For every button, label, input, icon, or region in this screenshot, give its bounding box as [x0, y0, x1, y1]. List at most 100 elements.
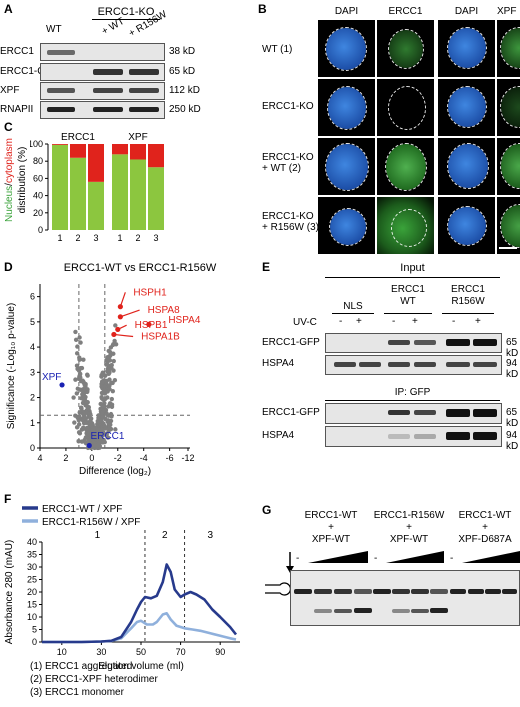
d-y-tick-label: 1: [30, 418, 35, 428]
c-y-tick-label: 40: [33, 191, 43, 201]
band: [473, 362, 497, 367]
d-point: [100, 410, 105, 415]
panel-b-row-wt: WT (1): [262, 44, 293, 55]
f-y-tick-label: 15: [27, 600, 37, 610]
d-point: [88, 420, 93, 425]
d-point: [74, 425, 80, 430]
f-ylabel: Absorbance 280 (mAU): [4, 540, 15, 645]
micrograph-dapi: [318, 20, 375, 77]
d-point: [103, 425, 108, 431]
d-y-tick-label: 4: [30, 342, 35, 352]
f-x-tick-label: 90: [215, 647, 225, 657]
band: [388, 362, 410, 367]
d-point: [86, 428, 91, 433]
titration-wedge: [462, 551, 520, 563]
d-point: [107, 358, 113, 363]
uvc-mark: +: [356, 316, 362, 327]
d-point: [109, 362, 114, 368]
panel-e-ip-size-94: 94 kD: [506, 430, 519, 452]
d-highlight-point: [146, 321, 152, 327]
d-y-tick-label: 0: [30, 443, 35, 453]
band: [359, 362, 381, 367]
d-point: [110, 380, 115, 386]
d-point: [73, 329, 78, 335]
d-point: [101, 378, 107, 383]
band: [430, 589, 448, 594]
d-leader-line: [120, 309, 140, 318]
panel-b-row-ko: ERCC1-KO: [262, 101, 314, 112]
band: [446, 362, 470, 367]
panel-b-label: B: [258, 2, 267, 16]
d-point: [113, 427, 118, 432]
panel-a-size-38: 38 kD: [169, 46, 196, 57]
d-point: [102, 404, 107, 409]
f-xlabel: Elution volume (ml): [98, 661, 184, 672]
micrograph-dapi: [318, 197, 375, 254]
d-point: [75, 386, 81, 391]
d-point: [107, 425, 112, 430]
panel-g-group-1: ERCC1-WT + XPF-WT: [304, 510, 358, 545]
d-y-tick-label: 2: [30, 393, 35, 403]
d-xlabel: Difference (log₂): [79, 466, 151, 477]
panel-a-row-xpf: XPF: [0, 85, 20, 96]
panel-f-label: F: [4, 492, 12, 506]
c-x-tick-label: 3: [93, 233, 98, 243]
panel-e-ip-size-65: 65 kD: [506, 407, 519, 429]
band: [450, 589, 466, 594]
d-point: [74, 363, 80, 368]
c-bar-cytoplasm: [130, 144, 146, 160]
panel-f-note-1: (1) ERCC1 aggregated: [30, 661, 133, 672]
c-x-tick-label: 2: [75, 233, 80, 243]
d-point: [108, 345, 114, 350]
band: [373, 589, 391, 594]
band: [446, 432, 470, 440]
panel-e-label: E: [262, 260, 271, 274]
group-line: [332, 313, 374, 314]
d-point: [108, 353, 113, 358]
band: [392, 589, 410, 594]
c-bar-nucleus: [130, 159, 146, 230]
c-x-tick-label: 2: [135, 233, 140, 243]
d-point: [86, 431, 91, 437]
f-legend-label: ERCC1-WT / XPF: [42, 504, 122, 515]
blot-e-input-hspa4: [325, 355, 502, 375]
blot-e-input-ercc1gfp: [325, 333, 502, 353]
micrograph-dapi: [438, 138, 495, 195]
d-point-label: HSPH1: [133, 287, 167, 298]
band: [388, 410, 410, 415]
band: [47, 88, 75, 93]
panel-b-channel-ercc1: ERCC1: [388, 6, 423, 17]
c-bar-nucleus: [88, 181, 104, 230]
panel-e-input-header: Input: [400, 262, 425, 274]
band: [129, 69, 159, 75]
panel-c-chart: 0 20 40 60 80 100 ERCC1 1 2 3 XPF 1 2 3: [30, 132, 164, 243]
band: [468, 589, 484, 594]
band: [473, 432, 497, 440]
d-point: [76, 439, 81, 444]
panel-g-minus-3: -: [450, 553, 454, 564]
f-y-tick-label: 5: [32, 625, 37, 635]
panel-e-uvc-label: UV-C: [293, 317, 317, 328]
panel-e-ip-header: IP: GFP: [394, 387, 431, 398]
c-bar-nucleus: [148, 167, 164, 230]
c-bar-cytoplasm: [112, 144, 128, 155]
c-x-tick-label: 3: [153, 233, 158, 243]
panel-e-ip-row-hspa4: HSPA4: [262, 430, 295, 441]
d-point: [109, 396, 115, 402]
panel-b-channel-dapi-2: DAPI: [454, 6, 479, 17]
d-point: [95, 430, 101, 435]
c-y-tick-label: 100: [30, 139, 43, 149]
c-group-label: XPF: [128, 132, 147, 143]
d-y-tick-label: 3: [30, 367, 35, 377]
band: [388, 340, 410, 345]
panel-e-size-94: 94 kD: [506, 358, 519, 380]
panel-a-label: A: [4, 2, 13, 16]
d-point: [107, 383, 112, 388]
panel-a-group-header: ERCC1-KO: [97, 6, 155, 18]
d-point: [98, 401, 103, 407]
d-point: [77, 431, 83, 436]
d-point: [79, 365, 85, 371]
f-region-label: 3: [208, 530, 214, 541]
band: [93, 88, 123, 93]
d-point-label: HSPA8: [148, 305, 180, 316]
